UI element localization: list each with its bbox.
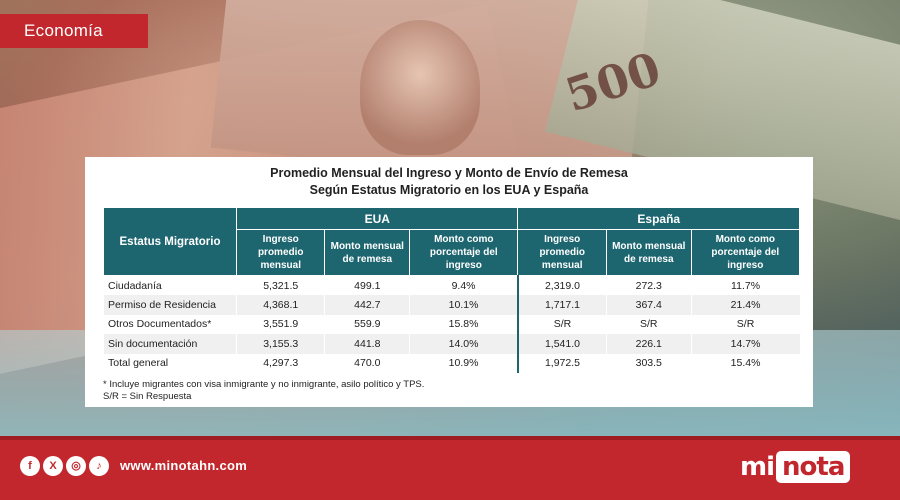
col-header-ingreso: Ingreso promedio mensual xyxy=(517,229,607,276)
cell-espana-porcentaje: 11.7% xyxy=(690,275,800,295)
cell-eua-monto: 441.8 xyxy=(324,334,410,354)
cell-espana-porcentaje: 14.7% xyxy=(690,334,800,354)
cell-eua-porcentaje: 14.0% xyxy=(409,334,518,354)
table-row: Otros Documentados* 3,551.9 559.9 15.8% … xyxy=(103,314,800,334)
cell-espana-porcentaje: 21.4% xyxy=(690,295,800,315)
footnote-asterisk: * Incluye migrantes con visa inmigrante … xyxy=(103,379,425,390)
col-header-ingreso: Ingreso promedio mensual xyxy=(235,229,326,276)
col-header-porcentaje: Monto como porcentaje del ingreso xyxy=(690,229,801,276)
cell-espana-porcentaje: S/R xyxy=(690,314,800,334)
row-label: Otros Documentados* xyxy=(103,314,237,334)
website-link[interactable]: www.minotahn.com xyxy=(120,458,248,473)
remittance-table: Estatus Migratorio EUA España Ingreso pr… xyxy=(103,207,801,373)
col-header-monto: Monto mensual de remesa xyxy=(605,229,692,276)
row-label: Sin documentación xyxy=(103,334,237,354)
cell-eua-ingreso: 3,155.3 xyxy=(235,334,325,354)
group-header-espana: España xyxy=(517,207,800,230)
cell-espana-monto: 367.4 xyxy=(605,295,692,315)
cell-eua-ingreso: 4,297.3 xyxy=(235,353,325,373)
table-title-line1: Promedio Mensual del Ingreso y Monto de … xyxy=(270,166,628,180)
cell-espana-ingreso: 1,972.5 xyxy=(516,353,607,373)
cell-espana-monto: 272.3 xyxy=(605,275,692,295)
x-icon[interactable]: X xyxy=(43,456,63,476)
table-row: Ciudadanía 5,321.5 499.1 9.4% 2,319.0 27… xyxy=(103,275,800,295)
cell-eua-ingreso: 4,368.1 xyxy=(235,295,325,315)
cell-eua-monto: 470.0 xyxy=(324,353,410,373)
cell-espana-ingreso: 2,319.0 xyxy=(516,275,607,295)
footnote-sr: S/R = Sin Respuesta xyxy=(103,391,192,402)
minota-logo[interactable]: mi nota xyxy=(740,450,851,484)
cell-espana-ingreso: 1,541.0 xyxy=(516,334,607,354)
cell-eua-monto: 442.7 xyxy=(324,295,410,315)
cell-eua-monto: 499.1 xyxy=(324,275,410,295)
logo-mi: mi xyxy=(740,452,775,482)
group-header-eua: EUA xyxy=(235,207,519,230)
cell-espana-monto: 226.1 xyxy=(605,334,692,354)
cell-eua-ingreso: 3,551.9 xyxy=(235,314,325,334)
col-header-porcentaje: Monto como porcentaje del ingreso xyxy=(409,229,519,276)
instagram-icon[interactable]: ◎ xyxy=(66,456,86,476)
table-row: Sin documentación 3,155.3 441.8 14.0% 1,… xyxy=(103,334,800,354)
table-row: Total general 4,297.3 470.0 10.9% 1,972.… xyxy=(103,353,800,373)
cell-espana-monto: S/R xyxy=(605,314,692,334)
footer-stripe xyxy=(0,436,900,440)
row-label: Total general xyxy=(103,353,237,373)
col-header-monto: Monto mensual de remesa xyxy=(324,229,411,276)
social-icons: f X ◎ ♪ xyxy=(20,456,109,476)
cell-espana-porcentaje: 15.4% xyxy=(690,353,800,373)
logo-nota: nota xyxy=(776,451,851,483)
facebook-icon[interactable]: f xyxy=(20,456,40,476)
cell-eua-porcentaje: 10.9% xyxy=(409,353,518,373)
cell-eua-porcentaje: 9.4% xyxy=(409,275,518,295)
footer-bar: f X ◎ ♪ www.minotahn.com mi nota xyxy=(0,436,900,500)
tiktok-icon[interactable]: ♪ xyxy=(89,456,109,476)
section-badge[interactable]: Economía xyxy=(0,14,148,48)
row-label: Permiso de Residencia xyxy=(103,295,237,315)
row-label: Ciudadanía xyxy=(103,275,237,295)
cell-eua-porcentaje: 15.8% xyxy=(409,314,518,334)
infographic-table-card: Promedio Mensual del Ingreso y Monto de … xyxy=(85,157,813,407)
banknote-portrait xyxy=(360,20,480,155)
cell-eua-porcentaje: 10.1% xyxy=(409,295,518,315)
cell-espana-ingreso: 1,717.1 xyxy=(516,295,607,315)
table-row: Permiso de Residencia 4,368.1 442.7 10.1… xyxy=(103,295,800,315)
cell-espana-monto: 303.5 xyxy=(605,353,692,373)
status-column-header: Estatus Migratorio xyxy=(103,207,237,276)
cell-espana-ingreso: S/R xyxy=(516,314,607,334)
cell-eua-monto: 559.9 xyxy=(324,314,410,334)
cell-eua-ingreso: 5,321.5 xyxy=(235,275,325,295)
table-title-line2: Según Estatus Migratorio en los EUA y Es… xyxy=(309,183,589,197)
